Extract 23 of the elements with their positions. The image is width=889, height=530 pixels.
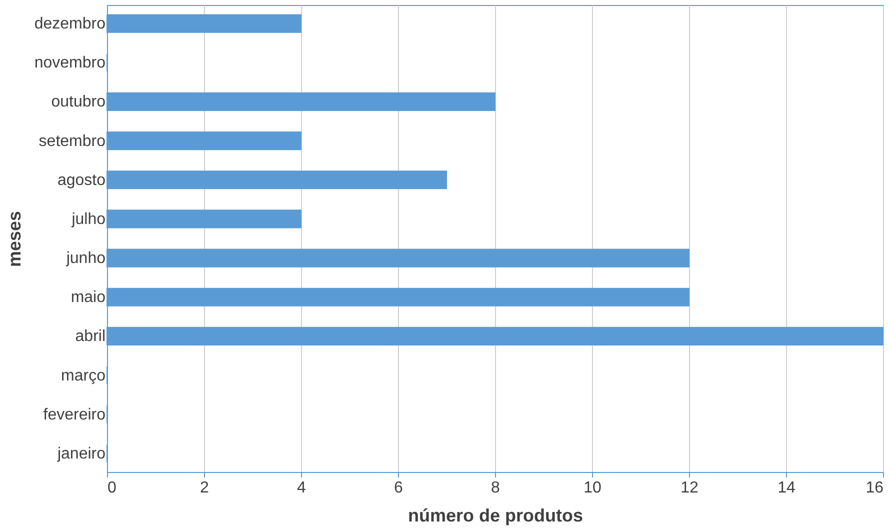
x-tick-label: 0	[108, 480, 116, 496]
x-tick-label: 8	[491, 480, 500, 496]
x-tick-label: 4	[297, 480, 306, 496]
y-tick-label: maio	[70, 289, 106, 306]
y-tick-label: janeiro	[56, 445, 106, 462]
y-tick-label: junho	[65, 250, 106, 268]
y-tick-label: agosto	[57, 172, 106, 189]
y-tick-label: março	[61, 367, 106, 384]
x-axis-title: número de produtos	[408, 506, 583, 526]
y-tick-label: abril	[75, 328, 106, 346]
x-tick-label: 14	[778, 480, 796, 496]
x-tick-label: 2	[200, 480, 210, 496]
x-tick-label: 12	[680, 480, 698, 496]
y-tick-label: dezembro	[34, 16, 106, 33]
y-tick-label: setembro	[38, 132, 106, 150]
y-tick-label: outubro	[51, 94, 106, 111]
x-tick-label: 10	[584, 480, 602, 496]
y-tick-label: fevereiro	[43, 406, 106, 424]
x-tick-label: 6	[394, 480, 404, 496]
y-tick-label: novembro	[34, 54, 106, 72]
y-tick-label: julho	[70, 210, 106, 228]
y-axis-title: meses	[4, 210, 24, 268]
x-tick-label: 16	[866, 480, 884, 496]
